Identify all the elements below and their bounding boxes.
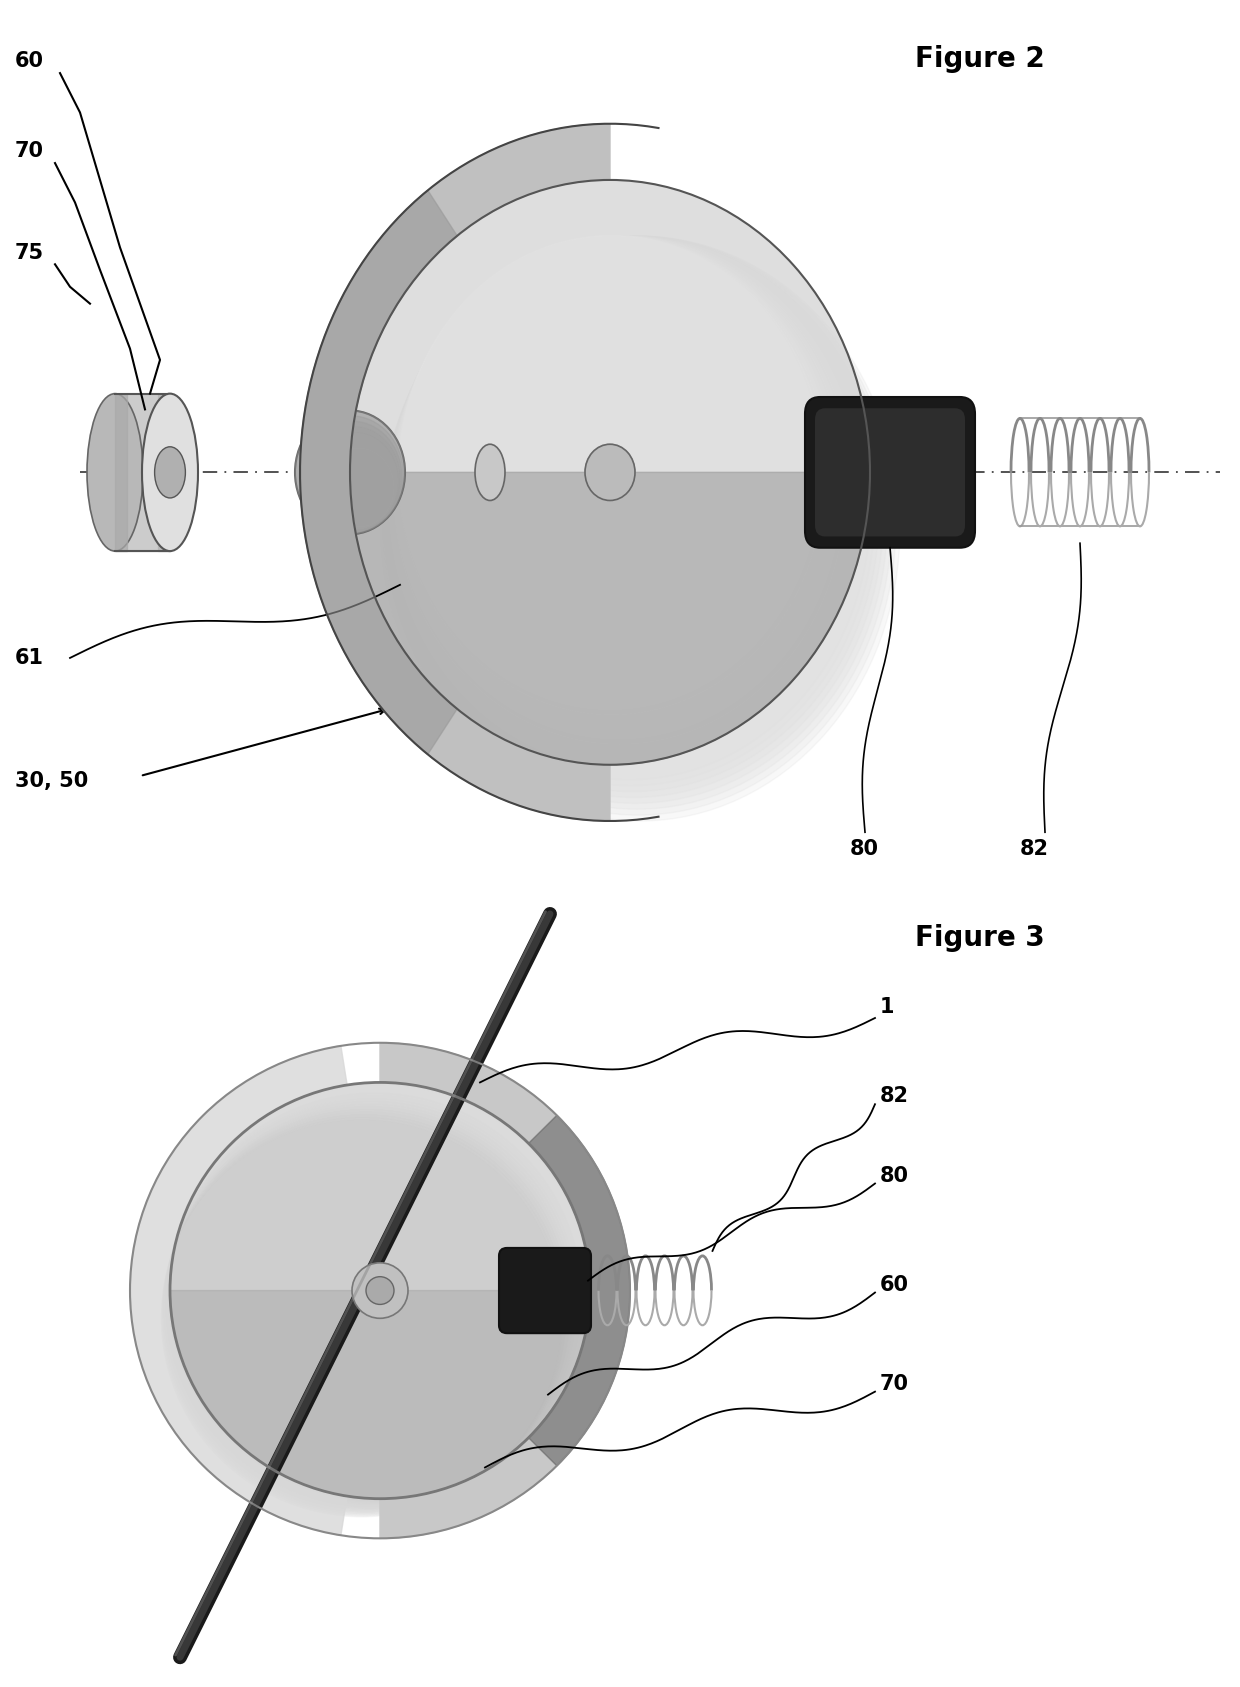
- Circle shape: [398, 236, 825, 715]
- Text: 60: 60: [880, 1275, 909, 1294]
- Text: Figure 3: Figure 3: [915, 924, 1045, 951]
- Circle shape: [384, 236, 883, 798]
- Circle shape: [161, 1117, 563, 1515]
- Circle shape: [399, 236, 821, 709]
- Polygon shape: [115, 393, 126, 552]
- Circle shape: [392, 236, 849, 751]
- Polygon shape: [350, 472, 870, 764]
- Circle shape: [169, 1090, 584, 1503]
- Circle shape: [169, 1088, 587, 1501]
- Circle shape: [397, 236, 833, 727]
- Circle shape: [315, 437, 397, 530]
- Text: 80: 80: [849, 838, 879, 859]
- Polygon shape: [300, 191, 458, 754]
- FancyBboxPatch shape: [805, 396, 975, 548]
- Circle shape: [162, 1112, 568, 1513]
- Circle shape: [396, 236, 837, 732]
- Circle shape: [170, 1083, 590, 1498]
- Text: 70: 70: [15, 142, 43, 162]
- Text: 70: 70: [880, 1373, 909, 1393]
- Circle shape: [304, 422, 402, 531]
- Circle shape: [161, 1120, 562, 1517]
- FancyBboxPatch shape: [498, 1248, 591, 1333]
- Circle shape: [164, 1108, 569, 1512]
- Circle shape: [389, 236, 862, 768]
- Circle shape: [295, 410, 405, 535]
- Circle shape: [170, 1085, 588, 1500]
- Polygon shape: [528, 1115, 630, 1466]
- Polygon shape: [157, 393, 170, 552]
- Circle shape: [383, 236, 888, 803]
- Polygon shape: [170, 1291, 590, 1498]
- Circle shape: [393, 236, 846, 744]
- Ellipse shape: [155, 447, 186, 498]
- Polygon shape: [115, 393, 170, 552]
- Polygon shape: [300, 123, 610, 822]
- Ellipse shape: [87, 393, 143, 552]
- Circle shape: [170, 1083, 590, 1498]
- Circle shape: [386, 236, 875, 786]
- Circle shape: [397, 236, 830, 720]
- Circle shape: [386, 236, 879, 791]
- Circle shape: [352, 1264, 408, 1318]
- Circle shape: [350, 181, 870, 764]
- Circle shape: [324, 449, 394, 526]
- Text: 61: 61: [15, 648, 43, 668]
- Text: 75: 75: [15, 243, 45, 263]
- Circle shape: [392, 236, 854, 756]
- FancyBboxPatch shape: [815, 408, 965, 536]
- Circle shape: [170, 1083, 590, 1498]
- Text: 80: 80: [880, 1166, 909, 1186]
- Text: 30, 50: 30, 50: [15, 771, 88, 791]
- Circle shape: [299, 417, 403, 533]
- Circle shape: [166, 1102, 575, 1508]
- Text: 1: 1: [880, 997, 894, 1017]
- Circle shape: [165, 1103, 574, 1508]
- Circle shape: [394, 236, 842, 739]
- Circle shape: [166, 1098, 578, 1506]
- Circle shape: [167, 1097, 580, 1505]
- Circle shape: [379, 236, 900, 822]
- Circle shape: [382, 236, 892, 810]
- Polygon shape: [379, 1043, 630, 1539]
- Ellipse shape: [143, 393, 198, 552]
- Circle shape: [167, 1093, 582, 1503]
- Polygon shape: [350, 472, 870, 764]
- Text: 60: 60: [15, 52, 43, 71]
- Circle shape: [381, 236, 895, 815]
- Circle shape: [388, 236, 867, 774]
- Text: 82: 82: [1021, 838, 1049, 859]
- Circle shape: [311, 432, 399, 530]
- Circle shape: [295, 410, 405, 535]
- Text: Figure 2: Figure 2: [915, 46, 1045, 73]
- Circle shape: [308, 427, 401, 531]
- Circle shape: [387, 236, 870, 779]
- Text: 82: 82: [880, 1086, 909, 1107]
- Circle shape: [585, 444, 635, 501]
- Circle shape: [164, 1107, 572, 1510]
- Circle shape: [320, 442, 396, 528]
- Ellipse shape: [475, 444, 505, 501]
- Circle shape: [391, 236, 858, 763]
- Polygon shape: [130, 1046, 347, 1535]
- Circle shape: [162, 1115, 565, 1515]
- Circle shape: [350, 181, 870, 764]
- Circle shape: [366, 1277, 394, 1304]
